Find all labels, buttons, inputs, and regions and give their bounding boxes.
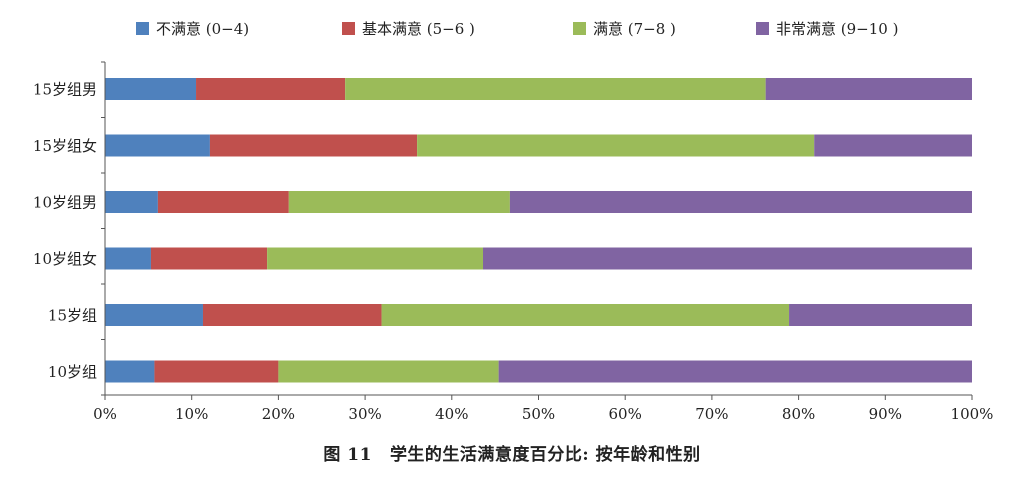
bar-segment-1-1 (209, 134, 418, 157)
bar-segment-5-0 (105, 360, 155, 383)
x-axis-tick-label: 50% (522, 405, 555, 423)
bar-segment-2-1 (157, 191, 289, 213)
x-axis-tick-label: 70% (695, 405, 728, 423)
bar-segment-1-2 (417, 134, 815, 157)
x-axis-tick-label: 20% (262, 405, 295, 423)
bar-group (105, 78, 972, 383)
bar-segment-3-2 (267, 247, 484, 270)
bar-segment-0-3 (765, 78, 972, 100)
bar-segment-5-1 (154, 360, 279, 383)
legend-label-very-satisfied: 非常满意 (9−10 ) (776, 20, 899, 38)
bar-segment-0-1 (196, 78, 346, 100)
bar-segment-2-2 (288, 191, 510, 213)
y-axis-labels: 15岁组男 15岁组女 10岁组男 10岁组女 15岁组 10岁组 (33, 81, 97, 382)
legend-label-satisfied: 满意 (7−8 ) (593, 20, 676, 38)
y-axis-label: 10岁组女 (33, 250, 97, 268)
bar-segment-5-3 (498, 360, 972, 383)
x-axis-tick-label: 80% (782, 405, 815, 423)
legend-label-unsatisfied: 不满意 (0−4) (156, 20, 250, 38)
x-axis-tick-label: 0% (93, 405, 117, 423)
x-axis-tick-label: 40% (435, 405, 468, 423)
x-axis-tick-labels: 0% 10% 20% 30% 40% 50% 60% 70% 80% 90% 100% (93, 405, 993, 423)
bar-segment-3-0 (105, 247, 151, 270)
x-axis-tick-label: 30% (348, 405, 381, 423)
bar-segment-0-2 (345, 78, 766, 100)
bar-segment-0-0 (105, 78, 197, 100)
chart-legend: 不满意 (0−4) 基本满意 (5−6 ) 满意 (7−8 ) 非常满意 (9−… (0, 18, 1024, 48)
x-axis-tick-label: 60% (609, 405, 642, 423)
y-axis-label: 15岁组男 (33, 81, 97, 99)
bar-segment-4-1 (202, 304, 382, 326)
bar-segment-4-3 (789, 304, 972, 326)
figure-number: 图 11 (323, 445, 372, 465)
legend-item-very-satisfied: 非常满意 (9−10 ) (756, 18, 898, 39)
y-axis-label: 15岁组女 (33, 137, 97, 155)
bar-segment-2-0 (105, 191, 158, 213)
bar-segment-4-2 (381, 304, 790, 326)
figure-caption: 图 11 学生的生活满意度百分比: 按年龄和性别 (0, 440, 1024, 465)
x-axis-tick-label: 100% (951, 405, 994, 423)
legend-label-basically-satisfied: 基本满意 (5−6 ) (362, 20, 475, 38)
y-axis-label: 10岁组男 (33, 194, 97, 212)
legend-item-satisfied: 满意 (7−8 ) (573, 18, 676, 39)
bar-segment-2-3 (509, 191, 972, 213)
y-axis-label: 10岁组 (48, 363, 97, 381)
bar-segment-1-0 (105, 134, 210, 157)
bar-segment-4-0 (105, 304, 203, 326)
bar-segment-3-3 (483, 247, 972, 270)
legend-item-unsatisfied: 不满意 (0−4) (136, 18, 249, 39)
legend-swatch-satisfied (573, 22, 586, 35)
bar-segment-5-2 (278, 360, 499, 383)
bar-segment-1-3 (814, 134, 972, 157)
legend-swatch-very-satisfied (756, 22, 769, 35)
legend-item-basically-satisfied: 基本满意 (5−6 ) (342, 18, 475, 39)
x-axis-tick-label: 10% (175, 405, 208, 423)
stacked-bar-chart: 15岁组男 15岁组女 10岁组男 10岁组女 15岁组 10岁组 0% 10% 20% 30%… (33, 61, 993, 423)
legend-swatch-unsatisfied (136, 22, 149, 35)
legend-swatch-basically-satisfied (342, 22, 355, 35)
axes (101, 61, 973, 400)
y-axis-label: 15岁组 (48, 307, 97, 325)
figure-title: 学生的生活满意度百分比: 按年龄和性别 (389, 445, 701, 465)
bar-segment-3-1 (150, 247, 268, 270)
x-axis-tick-label: 90% (869, 405, 902, 423)
